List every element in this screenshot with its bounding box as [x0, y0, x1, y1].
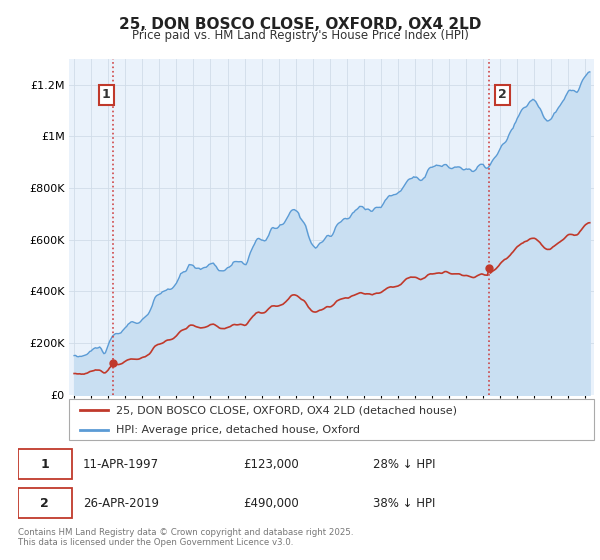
- Text: 2: 2: [498, 88, 506, 101]
- Text: 2: 2: [40, 497, 49, 510]
- FancyBboxPatch shape: [18, 488, 71, 518]
- Text: 25, DON BOSCO CLOSE, OXFORD, OX4 2LD (detached house): 25, DON BOSCO CLOSE, OXFORD, OX4 2LD (de…: [116, 405, 457, 415]
- Text: 1: 1: [40, 458, 49, 470]
- Text: £123,000: £123,000: [244, 458, 299, 470]
- Text: 1: 1: [102, 88, 110, 101]
- FancyBboxPatch shape: [18, 449, 71, 479]
- Text: 25, DON BOSCO CLOSE, OXFORD, OX4 2LD: 25, DON BOSCO CLOSE, OXFORD, OX4 2LD: [119, 17, 481, 32]
- Text: HPI: Average price, detached house, Oxford: HPI: Average price, detached house, Oxfo…: [116, 424, 360, 435]
- Text: £490,000: £490,000: [244, 497, 299, 510]
- Text: 28% ↓ HPI: 28% ↓ HPI: [373, 458, 436, 470]
- FancyBboxPatch shape: [69, 399, 594, 440]
- Text: 11-APR-1997: 11-APR-1997: [83, 458, 159, 470]
- Text: 38% ↓ HPI: 38% ↓ HPI: [373, 497, 436, 510]
- Text: 26-APR-2019: 26-APR-2019: [83, 497, 159, 510]
- Text: Contains HM Land Registry data © Crown copyright and database right 2025.
This d: Contains HM Land Registry data © Crown c…: [18, 528, 353, 547]
- Text: Price paid vs. HM Land Registry's House Price Index (HPI): Price paid vs. HM Land Registry's House …: [131, 29, 469, 42]
